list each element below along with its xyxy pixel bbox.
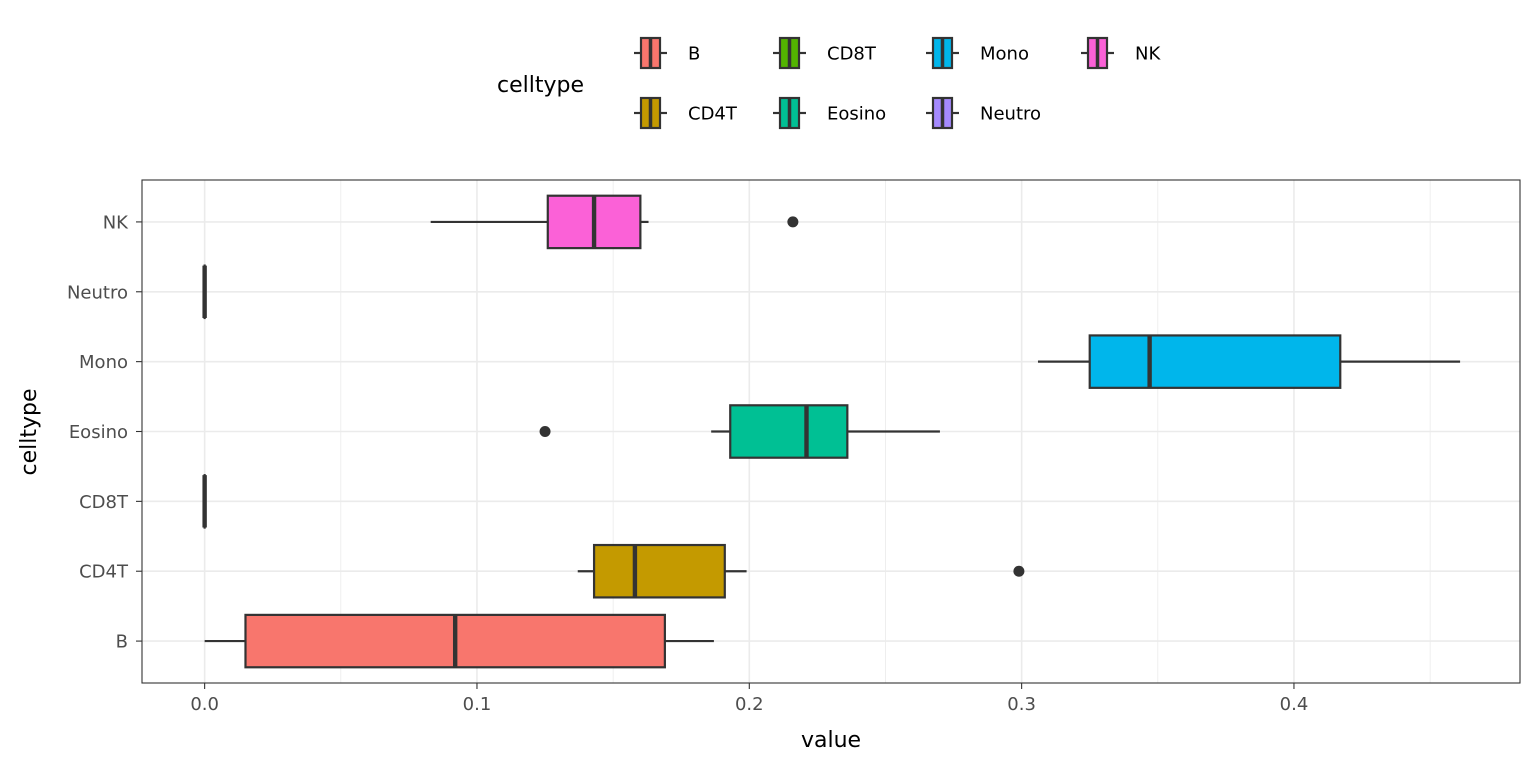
outlier-point: [1013, 565, 1025, 577]
legend-key: [634, 96, 667, 130]
y-tick-label: NK: [103, 212, 129, 233]
y-tick-label: Mono: [79, 352, 128, 373]
box-iqr: [729, 404, 849, 459]
box-cd4t: [577, 543, 1025, 599]
x-tick-label: 0.0: [190, 694, 219, 715]
x-axis-title: value: [801, 728, 861, 753]
outlier-point: [787, 216, 799, 228]
legend-title: celltype: [497, 73, 584, 98]
box-mono: [1037, 334, 1461, 389]
x-tick-label: 0.4: [1280, 694, 1309, 715]
legend-key: [926, 96, 959, 130]
legend-key: [1081, 36, 1114, 70]
y-tick-label: B: [116, 632, 128, 653]
legend-label: B: [688, 44, 700, 65]
y-tick-label: CD4T: [79, 562, 129, 583]
x-axis: 0.0 0.1 0.2 0.3 0.4: [190, 683, 1308, 715]
legend-item-mono: Mono: [926, 36, 1029, 70]
box-iqr: [1088, 334, 1342, 389]
y-axis-title: celltype: [17, 388, 42, 475]
legend-item-eosino: Eosino: [773, 96, 886, 130]
x-tick-label: 0.3: [1007, 694, 1036, 715]
legend-key: [926, 36, 959, 70]
box-nk: [430, 194, 799, 250]
legend-label: Mono: [980, 44, 1029, 65]
legend-item-nk: NK: [1081, 36, 1161, 70]
legend-item-cd4t: CD4T: [634, 96, 738, 130]
legend-label: NK: [1135, 44, 1161, 65]
y-tick-label: CD8T: [79, 492, 129, 513]
x-tick-label: 0.2: [735, 694, 764, 715]
y-axis: B CD4T CD8T Eosino Mono Neutro NK: [67, 212, 142, 653]
x-tick-label: 0.1: [463, 694, 492, 715]
legend-item-neutro: Neutro: [926, 96, 1041, 130]
legend-key: [634, 36, 667, 70]
boxes: [202, 194, 1461, 669]
legend-label: CD8T: [827, 44, 877, 65]
box-b: [204, 613, 714, 669]
legend-key: [773, 36, 806, 70]
legend-key: [773, 96, 806, 130]
box-iqr: [592, 543, 726, 599]
box-eosino: [539, 404, 940, 459]
legend: celltype B CD4T CD8T Eosino Mono Neutro NK: [497, 36, 1161, 130]
y-tick-label: Neutro: [67, 282, 128, 303]
legend-label: CD4T: [688, 104, 738, 125]
legend-item-cd8t: CD8T: [773, 36, 877, 70]
legend-label: Eosino: [827, 104, 886, 125]
outlier-point: [539, 426, 551, 437]
y-tick-label: Eosino: [69, 422, 128, 443]
legend-item-b: B: [634, 36, 700, 70]
legend-label: Neutro: [980, 104, 1041, 125]
